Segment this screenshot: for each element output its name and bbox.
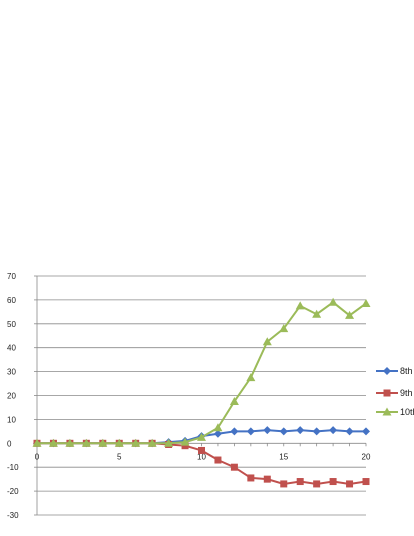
data-point	[280, 480, 288, 488]
data-point	[262, 337, 272, 346]
legend-label: 10th	[400, 407, 414, 417]
data-point	[32, 438, 42, 447]
y-tick-label: -30	[7, 511, 19, 520]
legend-item: 10th	[376, 407, 414, 417]
data-point	[213, 423, 223, 432]
data-point	[313, 480, 321, 488]
data-point	[213, 429, 222, 438]
x-tick-label: 20	[362, 452, 371, 461]
data-point	[114, 438, 124, 447]
data-point	[279, 427, 288, 436]
data-point	[328, 297, 338, 306]
data-point	[296, 426, 305, 435]
data-point	[361, 298, 371, 307]
y-tick-label: -20	[7, 487, 19, 496]
legend-marker	[383, 367, 391, 375]
data-point	[131, 438, 141, 447]
legend-label: 8th	[400, 366, 413, 376]
data-point	[247, 474, 255, 482]
y-tick-label: 70	[7, 272, 16, 281]
y-tick-label: -10	[7, 463, 19, 472]
data-point	[246, 427, 255, 436]
data-point	[198, 446, 205, 454]
legend: 8th 9th 10th	[376, 366, 414, 417]
x-tick-label: 10	[197, 452, 206, 461]
data-point	[362, 427, 370, 436]
data-point	[329, 426, 338, 435]
series-group	[32, 297, 371, 488]
x-tick-label: 0	[35, 452, 40, 461]
data-point	[229, 396, 239, 405]
data-point	[296, 478, 304, 486]
data-point	[48, 438, 58, 447]
y-tick-label: 20	[7, 392, 16, 401]
y-axis-ticks: -30 -20 -10 0 10 20 30 40 50 60 70	[7, 272, 37, 520]
data-point	[263, 426, 272, 435]
data-point	[345, 310, 355, 319]
data-point	[295, 301, 305, 310]
series-10th	[32, 297, 371, 447]
x-tick-label: 15	[279, 452, 288, 461]
data-point	[180, 437, 190, 446]
gridlines	[37, 275, 366, 516]
data-point	[98, 438, 108, 447]
data-point	[230, 427, 239, 436]
legend-item: 8th	[376, 366, 413, 376]
data-point	[65, 438, 75, 447]
y-tick-label: 0	[7, 439, 12, 448]
data-point	[362, 478, 370, 486]
data-point	[279, 324, 289, 333]
x-tick-label: 5	[117, 452, 122, 461]
data-point	[164, 438, 174, 447]
data-point	[346, 480, 354, 488]
data-point	[147, 438, 157, 447]
data-point	[312, 309, 322, 318]
series-9th	[33, 439, 370, 488]
data-point	[230, 463, 238, 471]
data-point	[329, 478, 337, 486]
data-point	[246, 373, 256, 382]
data-point	[345, 427, 354, 436]
legend-item: 9th	[376, 388, 413, 398]
data-point	[312, 427, 321, 436]
data-point	[214, 456, 222, 464]
data-point	[197, 432, 206, 441]
legend-marker	[382, 407, 392, 416]
y-tick-label: 30	[7, 368, 16, 377]
y-tick-label: 50	[7, 320, 16, 329]
y-tick-label: 10	[7, 415, 16, 424]
data-point	[263, 475, 271, 483]
legend-label: 9th	[400, 388, 413, 398]
legend-marker	[383, 389, 391, 397]
y-tick-label: 40	[7, 344, 16, 353]
data-point	[181, 442, 189, 450]
data-point	[81, 438, 91, 447]
y-tick-label: 60	[7, 296, 16, 305]
